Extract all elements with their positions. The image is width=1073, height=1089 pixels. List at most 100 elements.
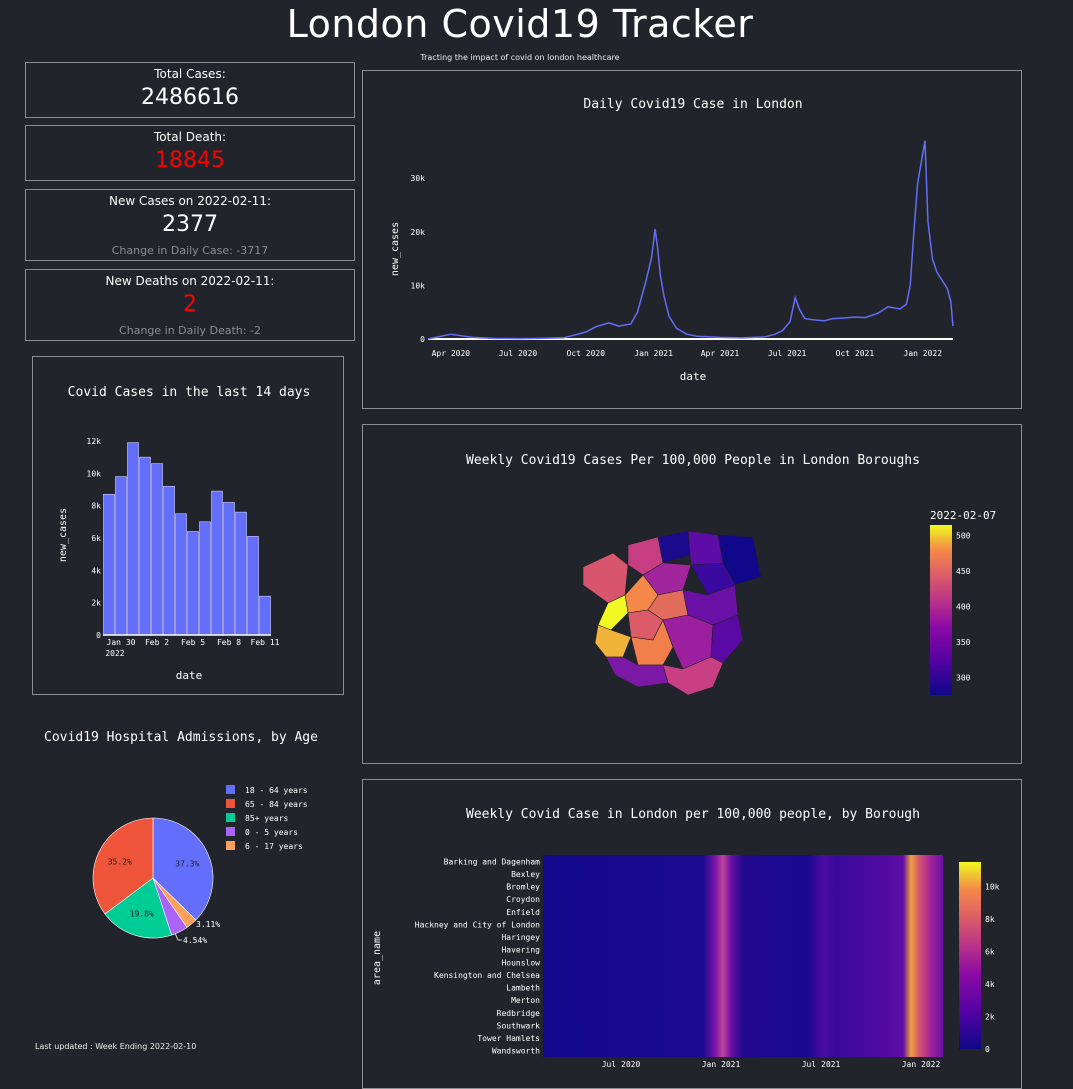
last14-bar (247, 536, 259, 636)
admissions-pie-chart: Covid19 Hospital Admissions, by Age 37.3… (44, 730, 318, 945)
heatmap-row-label: Havering (501, 946, 540, 955)
new-cases-value: 2377 (162, 212, 218, 237)
last14-x-tick: Jan 30 (107, 638, 136, 647)
legend-item: 18 - 64 years (245, 786, 308, 795)
borough-shape (657, 530, 692, 564)
heatmap-x-tick: Jan 2021 (702, 1060, 741, 1069)
total-death-label: Total Death: (153, 130, 227, 144)
daily-x-axis-label: date (680, 370, 707, 383)
map-title: Weekly Covid19 Cases Per 100,000 People … (466, 453, 920, 468)
last14-chart-panel: Covid Cases in the last 14 days new_case… (32, 356, 344, 695)
daily-y-tick: 20k (411, 228, 426, 237)
last14-y-axis-label: new_cases (58, 508, 69, 562)
last14-bar (127, 442, 139, 636)
last14-y-tick: 0 (96, 631, 101, 640)
borough-shape (717, 534, 762, 586)
last14-y-tick: 6k (91, 534, 101, 543)
pie-slice (92, 817, 154, 915)
legend-swatch (226, 841, 235, 850)
heatmap-row-label: Bromley (506, 883, 540, 892)
last14-bar (223, 502, 235, 636)
heatmap-x-tick: Jul 2021 (802, 1060, 841, 1069)
heatmap-row-label: Hackney and City of London (415, 920, 540, 929)
new-deaths-change: Change in Daily Death: -2 (119, 324, 261, 337)
heatmap-colorbar-tick: 8k (985, 915, 995, 924)
daily-y-tick: 30k (411, 174, 426, 183)
borough-shape (687, 530, 724, 566)
new-cases-card: New Cases on 2022-02-11: 2377 Change in … (25, 189, 355, 261)
daily-chart-title: Daily Covid19 Case in London (583, 97, 802, 112)
pie-leader-line (174, 932, 182, 941)
heatmap-colorbar (959, 862, 981, 1049)
daily-x-tick: Oct 2020 (567, 349, 606, 358)
admissions-chart-title: Covid19 Hospital Admissions, by Age (44, 730, 318, 745)
total-death-card: Total Death: 18845 (25, 125, 355, 181)
heatmap-grid (543, 855, 943, 1057)
heatmap-x-tick: Jan 2022 (902, 1060, 941, 1069)
legend-swatch (226, 813, 235, 822)
daily-y-tick: 10k (411, 281, 426, 290)
last14-x-tick: Feb 5 (181, 638, 205, 647)
last14-bar (175, 513, 187, 636)
daily-x-tick: Oct 2021 (836, 349, 875, 358)
last14-bar (115, 476, 127, 636)
daily-x-tick: Jul 2021 (768, 349, 807, 358)
last14-bar (187, 531, 199, 636)
page-subtitle: Tracting the impact of covid on london h… (420, 53, 620, 62)
new-deaths-value: 2 (183, 292, 197, 317)
map-colorbar (930, 525, 952, 695)
daily-x-tick: Apr 2021 (701, 349, 740, 358)
new-deaths-card: New Deaths on 2022-02-11: 2 Change in Da… (25, 269, 355, 341)
total-death-value: 18845 (155, 148, 225, 173)
borough-shape (710, 614, 744, 664)
daily-cases-line (427, 140, 954, 340)
daily-y-tick: 0 (420, 335, 425, 344)
pie-slice-label: 35.2% (108, 857, 132, 866)
new-deaths-label: New Deaths on 2022-02-11: (105, 274, 275, 288)
last14-bar (151, 463, 163, 636)
pie-outside-label: 4.54% (183, 936, 207, 945)
last14-x-tick: Feb 11 (251, 638, 280, 647)
heatmap-colorbar-tick: 4k (985, 980, 995, 989)
legend-item: 0 - 5 years (245, 828, 298, 837)
heatmap-row-label: Enfield (506, 908, 540, 917)
map-colorbar-tick: 500 (956, 532, 971, 541)
borough-heatmap: Weekly Covid Case in London per 100,000 … (372, 807, 1000, 1069)
legend-item: 65 - 84 years (245, 800, 308, 809)
borough-shape (582, 552, 629, 604)
page-title: London Covid19 Tracker (286, 2, 754, 46)
last14-bar (211, 490, 223, 636)
new-cases-change: Change in Daily Case: -3717 (111, 244, 269, 257)
last14-bar (163, 485, 175, 636)
pie-slice-label: 19.8% (130, 909, 154, 918)
map-colorbar-tick: 350 (956, 638, 971, 647)
total-cases-card: Total Cases: 2486616 (25, 62, 355, 118)
heatmap-colorbar-tick: 0 (985, 1045, 990, 1054)
last14-y-tick: 12k (87, 437, 102, 446)
daily-y-axis-label: new_cases (390, 222, 401, 276)
heatmap-row-label: Haringey (501, 933, 540, 942)
heatmap-row-label: Croydon (506, 895, 540, 904)
last-updated-note: Last updated : Week Ending 2022-02-10 (35, 1042, 197, 1051)
heatmap-row-label: Bexley (511, 870, 540, 879)
last14-bar (139, 456, 151, 636)
last14-y-tick: 10k (87, 469, 102, 478)
last14-x-tick: Feb 2 (145, 638, 169, 647)
daily-chart: Daily Covid19 Case in London new_cases d… (390, 97, 954, 383)
borough-shape (605, 656, 669, 688)
last14-x-year: 2022 (105, 649, 124, 658)
pie-slice (152, 817, 214, 921)
total-cases-value: 2486616 (141, 85, 239, 110)
heatmap-row-label: Merton (511, 996, 540, 1005)
last14-bar (235, 511, 247, 636)
daily-x-tick: Jan 2021 (634, 349, 673, 358)
daily-chart-panel: Daily Covid19 Case in London new_cases d… (362, 70, 1022, 409)
heatmap-colorbar-tick: 2k (985, 1012, 995, 1021)
new-cases-label: New Cases on 2022-02-11: (109, 194, 271, 208)
total-cases-label: Total Cases: (154, 67, 226, 81)
legend-swatch (226, 799, 235, 808)
borough-map-panel: Weekly Covid19 Cases Per 100,000 People … (362, 424, 1022, 764)
heatmap-row-label: Barking and Dagenham (444, 857, 541, 866)
last14-x-axis-label: date (176, 669, 203, 682)
borough-map: Weekly Covid19 Cases Per 100,000 People … (466, 453, 996, 696)
